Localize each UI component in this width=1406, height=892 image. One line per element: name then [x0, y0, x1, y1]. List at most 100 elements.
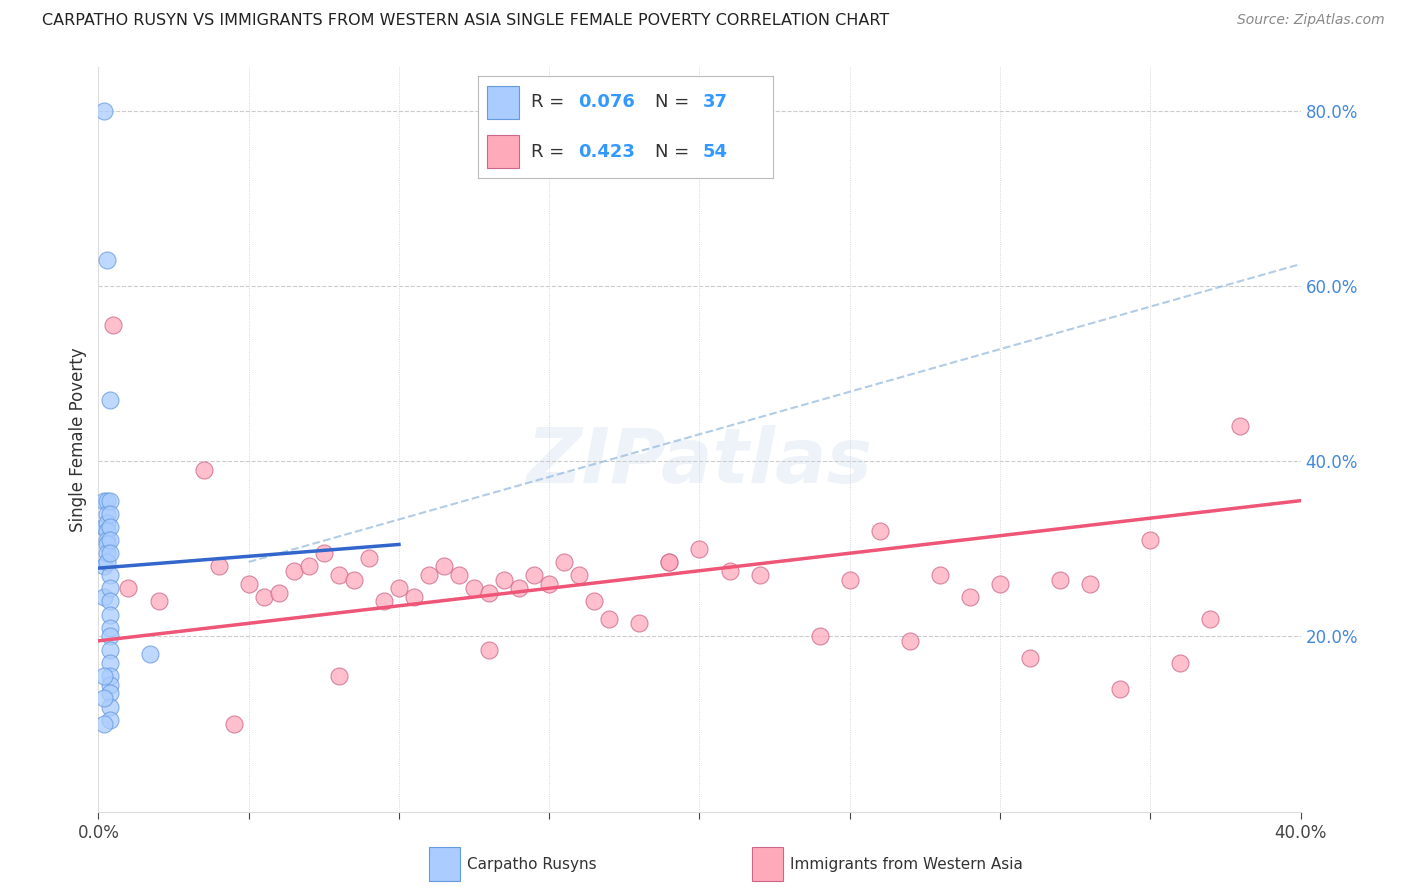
- Text: R =: R =: [531, 143, 571, 161]
- Point: [93, 669, 115, 683]
- Point: [93, 590, 115, 604]
- Point: [583, 594, 606, 608]
- Point: [808, 630, 831, 644]
- Point: [538, 577, 561, 591]
- Point: [898, 633, 921, 648]
- Point: [433, 559, 456, 574]
- Point: [298, 559, 321, 574]
- Point: [100, 493, 122, 508]
- Point: [100, 607, 122, 622]
- Point: [100, 392, 122, 407]
- Point: [100, 533, 122, 547]
- Point: [598, 612, 620, 626]
- Point: [343, 573, 366, 587]
- Point: [96, 524, 118, 539]
- Point: [523, 568, 546, 582]
- Point: [447, 568, 470, 582]
- Y-axis label: Single Female Poverty: Single Female Poverty: [69, 347, 87, 532]
- Point: [208, 559, 231, 574]
- Point: [463, 582, 485, 596]
- Point: [100, 621, 122, 635]
- Point: [96, 546, 118, 560]
- Point: [553, 555, 575, 569]
- Point: [148, 594, 170, 608]
- Point: [238, 577, 260, 591]
- Point: [100, 594, 122, 608]
- Point: [93, 520, 115, 534]
- Point: [357, 550, 380, 565]
- Point: [283, 564, 305, 578]
- Point: [402, 590, 425, 604]
- Point: [929, 568, 952, 582]
- Point: [312, 546, 335, 560]
- Point: [100, 669, 122, 683]
- FancyBboxPatch shape: [486, 136, 519, 168]
- Point: [100, 686, 122, 700]
- Text: ZIPatlas: ZIPatlas: [526, 425, 873, 499]
- Text: N =: N =: [655, 143, 695, 161]
- Text: Source: ZipAtlas.com: Source: ZipAtlas.com: [1237, 13, 1385, 28]
- Point: [418, 568, 440, 582]
- Point: [373, 594, 395, 608]
- Point: [117, 582, 139, 596]
- Point: [96, 252, 118, 267]
- Point: [988, 577, 1011, 591]
- Point: [689, 541, 711, 556]
- Text: N =: N =: [655, 94, 695, 112]
- Point: [100, 656, 122, 670]
- Point: [222, 717, 245, 731]
- Point: [138, 647, 160, 661]
- Point: [1199, 612, 1222, 626]
- Point: [1109, 681, 1132, 696]
- Text: Immigrants from Western Asia: Immigrants from Western Asia: [790, 857, 1024, 871]
- Point: [100, 520, 122, 534]
- Text: CARPATHO RUSYN VS IMMIGRANTS FROM WESTERN ASIA SINGLE FEMALE POVERTY CORRELATION: CARPATHO RUSYN VS IMMIGRANTS FROM WESTER…: [42, 13, 890, 29]
- Point: [96, 537, 118, 551]
- Point: [478, 642, 501, 657]
- Point: [100, 630, 122, 644]
- Point: [568, 568, 591, 582]
- Point: [193, 463, 215, 477]
- Point: [508, 582, 530, 596]
- Point: [1170, 656, 1192, 670]
- Point: [267, 585, 290, 599]
- Point: [96, 493, 118, 508]
- Point: [328, 669, 350, 683]
- Text: 37: 37: [703, 94, 727, 112]
- Point: [96, 555, 118, 569]
- Point: [96, 533, 118, 547]
- Text: 0.423: 0.423: [578, 143, 636, 161]
- Point: [388, 582, 411, 596]
- Point: [1019, 651, 1042, 665]
- Text: R =: R =: [531, 94, 571, 112]
- Point: [100, 582, 122, 596]
- Point: [100, 546, 122, 560]
- Point: [93, 559, 115, 574]
- Point: [1049, 573, 1071, 587]
- Point: [718, 564, 741, 578]
- Text: 0.076: 0.076: [578, 94, 636, 112]
- Point: [838, 573, 860, 587]
- Point: [96, 507, 118, 521]
- Point: [1078, 577, 1101, 591]
- FancyBboxPatch shape: [486, 87, 519, 119]
- Point: [93, 493, 115, 508]
- Point: [253, 590, 276, 604]
- Point: [100, 642, 122, 657]
- Point: [93, 717, 115, 731]
- Text: Carpatho Rusyns: Carpatho Rusyns: [467, 857, 596, 871]
- Point: [328, 568, 350, 582]
- Point: [100, 713, 122, 727]
- Point: [869, 524, 891, 539]
- Point: [658, 555, 681, 569]
- Point: [100, 699, 122, 714]
- Point: [959, 590, 981, 604]
- Point: [1229, 419, 1251, 434]
- Point: [103, 318, 125, 333]
- Point: [494, 573, 516, 587]
- Point: [100, 568, 122, 582]
- Point: [100, 507, 122, 521]
- Point: [658, 555, 681, 569]
- Point: [100, 678, 122, 692]
- Text: 54: 54: [703, 143, 727, 161]
